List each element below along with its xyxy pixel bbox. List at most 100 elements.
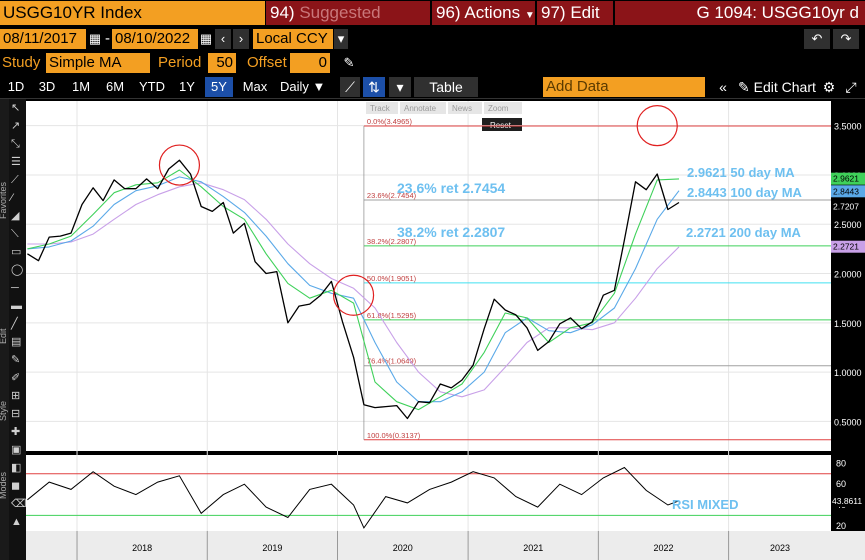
drawing-tool-icon[interactable]: ⊟ [11, 408, 20, 420]
range-3d[interactable]: 3D [38, 79, 56, 94]
fib-level-label: 61.8%(1.5295) [367, 311, 417, 320]
prev-period-button[interactable]: ‹ [215, 29, 231, 49]
actions-menu[interactable]: 96) Actions ▼ [432, 1, 535, 25]
drawing-tool-icon[interactable]: ☰ [11, 156, 21, 168]
start-date-field[interactable]: 08/11/2017 [0, 29, 86, 49]
drawing-tool-icon[interactable]: ▲ [11, 516, 22, 528]
annotate-button[interactable] [400, 102, 446, 114]
add-data-input[interactable]: Add Data [543, 77, 705, 97]
price-panel [26, 101, 831, 451]
study-select[interactable]: Simple MA [46, 53, 150, 73]
edit-menu[interactable]: 97) Edit ▼ [537, 1, 613, 45]
value-tag-label: 2.7207 [833, 201, 859, 211]
frequency-select[interactable]: Daily ▼ [280, 77, 325, 97]
menu-number: 94) [270, 3, 295, 22]
drawing-tool-icon[interactable]: ◧ [11, 462, 21, 474]
annotation-200-day-ma: 2.2721 200 day MA [686, 225, 802, 240]
track-button[interactable] [366, 102, 398, 114]
range-1d[interactable]: 1D [7, 79, 25, 94]
drawing-tool-icon[interactable]: ─ [10, 282, 19, 294]
redo-icon[interactable]: ↷ [833, 29, 859, 49]
x-tick-label: 2020 [393, 543, 413, 553]
left-sidebar [0, 99, 9, 560]
y-tick-label: 3.5000 [834, 122, 862, 132]
drawing-tool-icon[interactable]: ⟍ [11, 228, 19, 240]
collapse-icon[interactable]: « [719, 79, 727, 95]
x-axis-area [26, 531, 865, 560]
drawing-tool-icon[interactable]: ◯ [11, 264, 23, 276]
end-date-field[interactable]: 08/10/2022 [112, 29, 198, 49]
settings-icon[interactable]: ⚙ [822, 79, 836, 95]
period-input[interactable]: 50 [208, 53, 236, 73]
grid-lines [26, 101, 831, 531]
fib-level-label: 76.4%(1.0649) [367, 357, 417, 366]
drawing-tool-icon[interactable]: ◢ [11, 210, 20, 222]
series-line-50-day-ma [27, 169, 680, 411]
drawing-tool-icon[interactable]: ◼ [11, 480, 20, 492]
drawing-tool-icon[interactable]: ⌫ [11, 498, 27, 510]
drawing-tool-icon[interactable]: ⤡ [11, 138, 20, 150]
range-max[interactable]: Max [242, 79, 268, 94]
edit-chart-button[interactable]: ✎ Edit Chart [738, 77, 816, 97]
highlight-circle [158, 144, 201, 186]
drawing-tool-icon[interactable]: ⊞ [11, 390, 20, 402]
sidebar-style-label[interactable]: Style [0, 401, 8, 421]
value-tag [831, 185, 865, 198]
annotation-38-2-retracement: 38.2% ret 2.2807 [397, 224, 505, 240]
sidebar-modes-label[interactable]: Modes [0, 471, 8, 499]
drawing-tool-icon[interactable]: ✚ [11, 426, 20, 438]
drawing-tool-icon[interactable]: ↗ [11, 120, 20, 132]
undo-icon[interactable]: ↶ [804, 29, 830, 49]
calendar-icon[interactable]: ▦ [88, 31, 102, 46]
fib-level-label: 38.2%(2.2807) [367, 237, 417, 246]
fib-level-label: 0.0%(3.4965) [367, 117, 413, 126]
range-6m[interactable]: 6M [105, 79, 125, 94]
annotation-23-6-retracement: 23.6% ret 2.7454 [397, 180, 505, 196]
line-chart-icon[interactable]: ⟋ [340, 77, 360, 97]
chevron-down-icon: ▼ [524, 10, 535, 21]
table-button[interactable]: Table [414, 77, 478, 97]
reset-button[interactable] [482, 118, 522, 131]
drawing-tool-icon[interactable]: ✎ [11, 354, 20, 366]
drawing-tool-icon[interactable]: ↖ [11, 102, 20, 114]
zoom-button[interactable] [484, 102, 522, 114]
sidebar-edit-label[interactable]: Edit [0, 328, 8, 344]
calendar-icon[interactable]: ▦ [199, 31, 213, 46]
sidebar-favorites-label[interactable]: Favorites [0, 181, 8, 219]
candle-chart-icon[interactable]: ⇅ [363, 77, 385, 97]
value-tag [831, 172, 865, 185]
currency-select[interactable]: Local CCY [253, 29, 333, 49]
drawing-tool-icon[interactable]: ⁄ [8, 192, 15, 204]
offset-input[interactable]: 0 [290, 53, 330, 73]
range-1y[interactable]: 1Y [179, 79, 195, 94]
y-tick-label: 2.0000 [834, 270, 862, 280]
frequency-label: Daily [280, 79, 309, 94]
news-button[interactable] [448, 102, 482, 114]
next-period-button[interactable]: › [233, 29, 249, 49]
range-1m[interactable]: 1M [71, 79, 91, 94]
expand-icon[interactable]: ⤢ [845, 79, 857, 95]
drawing-tool-icon[interactable]: ✐ [11, 372, 20, 384]
chevron-down-icon[interactable]: ▾ [334, 29, 348, 49]
x-tick-label: 2018 [132, 543, 152, 553]
study-label: Study [2, 54, 41, 71]
date-bar: 08/11/2017 ▦ - 08/10/2022 ▦ ‹ › Local CC… [0, 27, 865, 51]
y-tick-label: 1.0000 [834, 368, 862, 378]
drawing-tool-icon[interactable]: ▣ [11, 444, 21, 456]
range-5y[interactable]: 5Y [205, 77, 233, 97]
pencil-icon[interactable]: ✎ [343, 55, 355, 70]
range-ytd[interactable]: YTD [139, 79, 165, 94]
menu-number: 97) [541, 3, 566, 22]
drawing-tool-icon[interactable]: ▬ [11, 300, 22, 312]
suggested-charts-menu[interactable]: 94) Suggested Charts [266, 1, 430, 46]
annotation-100-day-ma: 2.8443 100 day MA [687, 185, 803, 200]
ticker-field[interactable]: USGG10YR Index [0, 1, 265, 25]
title-bar: USGG10YR Index 94) Suggested Charts 96) … [0, 0, 865, 46]
chevron-down-icon[interactable]: ▾ [389, 77, 411, 97]
drawing-tool-icon[interactable]: ⟋ [11, 174, 19, 186]
drawing-tool-icon[interactable]: ▭ [11, 246, 21, 258]
drawing-tool-icon[interactable]: ▤ [11, 336, 21, 348]
price-y-axis: 3.50003.00002.50002.00001.50001.00000.50… [831, 122, 865, 427]
drawing-tool-icon[interactable]: ╱ [10, 316, 19, 330]
chart-area[interactable]: Favorites Edit Style Modes ↖ ↗ ⤡ ☰ ⟋ ⁄ ◢ ⟍ ▭ ◯ ─ ▬ ╱… [0, 99, 865, 560]
